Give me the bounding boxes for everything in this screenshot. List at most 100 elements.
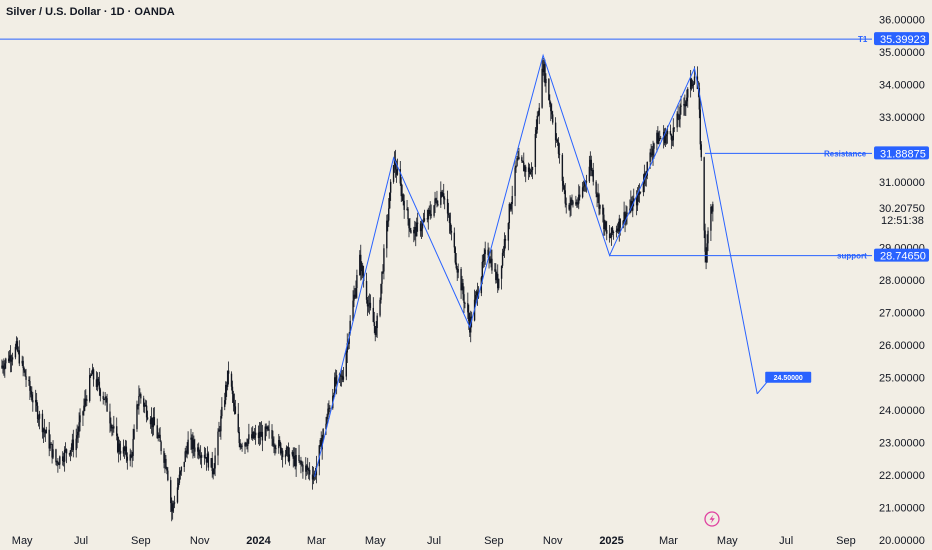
candle-body [233,402,236,407]
candle-body [307,469,310,471]
candle-body [132,438,134,456]
candle-body [210,458,212,468]
candle-body [443,193,445,199]
candle-body [382,271,384,273]
candle-body [633,198,635,202]
candle-body [239,443,241,448]
candle-body [569,205,571,210]
candle-body [534,133,537,168]
candle-body [86,399,88,401]
candle-body [15,341,18,347]
candle-body [170,480,172,504]
candle-body [311,474,314,480]
candle-body [606,230,608,234]
candle-body [576,202,578,205]
candle-body [420,228,423,232]
candle-body [552,114,554,123]
candle-body [199,455,202,458]
candle-body [25,376,27,380]
candle-body [436,200,438,205]
candle-body [604,221,606,230]
candle-body [355,288,357,298]
candle-body [172,503,175,505]
candle-body [669,131,672,135]
candle-body [447,213,450,216]
candle-body [341,375,344,380]
candle-body [550,104,552,112]
candle-body [198,447,200,456]
candle-body [75,438,77,451]
candle-body [163,451,165,463]
candle-body [190,437,192,440]
candle-body [251,434,253,439]
candle-body [85,398,87,400]
candle-body [622,221,624,228]
price-tags-layer: 35.39923 31.88875 28.74650 [874,32,929,263]
y-tick-label: 23.00000 [879,438,925,450]
candle-body [62,460,65,462]
candle-body [367,304,370,307]
candle-body [610,227,613,238]
candle-body [240,445,242,448]
candle-body [700,144,702,158]
candle-body [673,127,675,129]
candle-body [419,223,422,232]
candle-body [110,423,112,429]
candle-body [684,104,686,107]
candle-body [52,449,54,458]
candle-body [635,198,638,206]
candle-body [525,166,527,172]
candle-body [676,113,678,128]
x-tick-label: Mar [307,535,326,547]
y-axis[interactable]: 36.00000 35.00000 34.00000 33.00000 31.00000… [879,15,925,548]
candle-body [144,404,147,406]
candle-body [703,157,705,231]
candle-body [482,261,484,263]
candle-body [48,429,50,449]
candle-body [293,455,295,459]
candle-body [394,159,397,170]
candle-body [449,223,452,231]
y-tick-label: 33.00000 [879,112,925,124]
candle-body [583,181,586,187]
candle-body [64,449,67,451]
x-axis[interactable]: May Jul Sep Nov 2024 Mar May Jul Sep Nov 2025 Mar Ma… [12,535,856,547]
candle-body [442,193,444,197]
candle-body [345,352,347,377]
candle-body [692,83,695,85]
candle-body [327,408,329,417]
x-tick-label: May [717,535,738,547]
candle-body [187,439,189,454]
candle-body [563,185,565,191]
candle-body [616,228,619,231]
candle-body [56,461,58,463]
candle-body [22,360,24,368]
candle-body [549,99,551,105]
candle-body [49,443,51,449]
candle-body [274,445,276,449]
lightning-icon[interactable] [704,511,720,527]
candle-body [517,158,519,160]
candle-body [579,194,581,198]
candle-body [342,376,345,380]
candle-body [356,275,358,289]
candle-body [467,303,469,313]
candle-body [507,222,510,241]
candle-body [656,132,658,144]
candle-body [619,218,621,228]
candle-body [279,443,282,454]
resistance-label: Resistance [824,149,867,158]
candle-body [524,166,526,172]
candle-body [570,199,572,206]
candle-body [352,300,354,321]
candle-body [551,111,553,115]
x-tick-label: Jul [74,535,88,547]
candle-body [218,429,220,432]
candle-body [611,227,614,233]
candle-body [683,104,685,106]
candle-body [389,181,392,193]
candle-body [435,198,437,201]
candle-body [266,426,268,430]
candle-body [214,455,216,469]
